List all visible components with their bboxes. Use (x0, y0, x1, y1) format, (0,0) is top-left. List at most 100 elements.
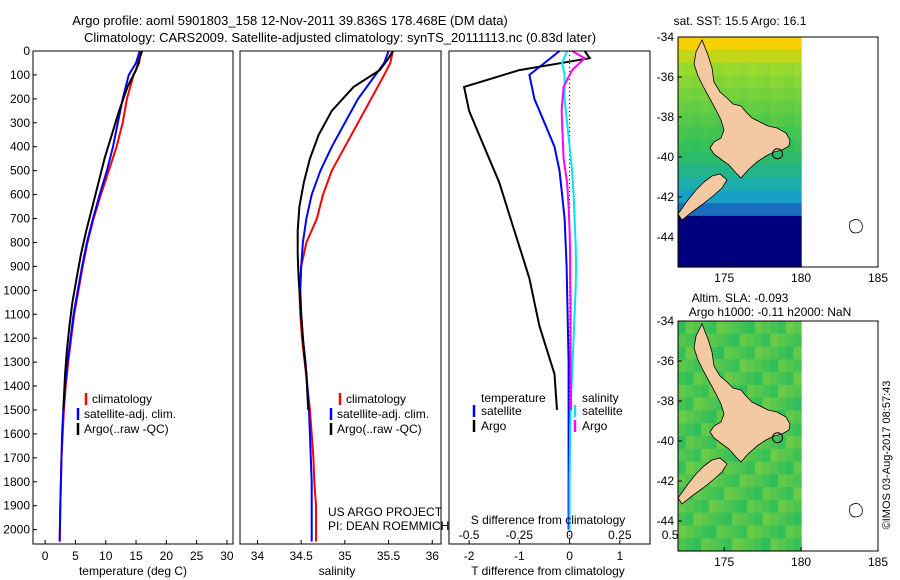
y-tick-label: 800 (10, 235, 30, 249)
map-data-cell (731, 346, 741, 360)
x-tick-label: 20 (160, 549, 174, 563)
map-data-cell (693, 241, 702, 255)
map-data-cell (754, 177, 764, 191)
map-data-cell (754, 190, 764, 204)
map-data-cell (693, 372, 702, 386)
map-data-cell (770, 384, 779, 399)
map-data-cell (747, 321, 756, 335)
map-data-cell (770, 538, 779, 552)
map-data-cell (716, 203, 725, 217)
map-data-cell (770, 203, 779, 217)
map-data-cell (708, 512, 718, 527)
map-data-cell (678, 215, 687, 230)
map-data-cell (731, 333, 741, 348)
map-data-cell (793, 100, 802, 115)
map-data-cell (716, 75, 725, 89)
map-data-cell (754, 37, 764, 51)
new-zealand-coast (677, 323, 791, 505)
map-data-cell (685, 474, 694, 488)
map-data-cell (747, 512, 756, 527)
map-data-cell (708, 448, 718, 463)
map-data-cell (685, 448, 694, 463)
map-data-cell (716, 126, 725, 140)
map-data-cell (701, 152, 710, 166)
map-data-cell (785, 410, 794, 424)
map-data-cell (731, 359, 741, 373)
sla-map-title-line1: Altim. SLA: -0.093 (692, 291, 789, 305)
map-data-cell (739, 215, 748, 230)
map-data-cell (770, 499, 779, 514)
map-data-cell (724, 538, 733, 552)
map-data-cell (731, 37, 741, 51)
map-data-cell (739, 100, 748, 115)
map-data-cell (716, 37, 725, 51)
sla-land-mass (677, 323, 863, 518)
map-data-cell (678, 359, 687, 373)
map-data-cell (708, 346, 718, 360)
map-data-cell (708, 215, 718, 230)
map-data-cell (754, 372, 764, 386)
map-data-cell (762, 113, 771, 128)
map-data-cell (778, 346, 787, 360)
map-data-cell (754, 538, 764, 552)
map-data-cell (678, 384, 687, 399)
map-data-cell (762, 100, 771, 115)
map-data-cell (731, 228, 741, 243)
map-data-cell (793, 164, 802, 179)
map-data-cell (724, 461, 733, 475)
map-data-cell (685, 190, 694, 204)
map-data-cell (678, 410, 687, 424)
map-data-cell (678, 474, 687, 488)
map-data-cell (754, 461, 764, 475)
y-tick-label: 1500 (3, 403, 30, 417)
map-data-cell (693, 100, 702, 115)
map-data-cell (770, 512, 779, 527)
map-data-cell (685, 100, 694, 115)
map-data-cell (754, 62, 764, 76)
temperature-panel: 0 5 10 15 20 25 30 0 100 200 300 400 500 600 700 800 90… (3, 44, 234, 578)
map-data-cell (708, 49, 718, 64)
x-tick-label: 0 (42, 549, 49, 563)
x-tick-label: 25 (190, 549, 204, 563)
map-data-cell (708, 113, 718, 128)
map-data-cell (778, 37, 787, 51)
map-data-cell (747, 164, 756, 179)
series-s-argo (560, 50, 587, 411)
map-x-tick-label: 180 (791, 271, 811, 285)
map-data-cell (739, 474, 748, 488)
map-data-cell (724, 228, 733, 243)
map-data-cell (731, 499, 741, 514)
map-data-cell (778, 436, 787, 450)
map-data-cell (724, 190, 733, 204)
map-data-cell (685, 75, 694, 89)
map-data-cell (785, 499, 794, 514)
pi-credit: PI: DEAN ROEMMICH (328, 519, 449, 533)
map-data-cell (678, 228, 687, 243)
y-tick-label: 0 (23, 44, 30, 58)
salinity-x-label: salinity (319, 564, 356, 578)
map-data-cell (793, 49, 802, 64)
map-data-cell (747, 359, 756, 373)
map-data-cell (762, 448, 771, 463)
x-tick-label: 36 (426, 549, 440, 563)
sst-map-title: sat. SST: 15.5 Argo: 16.1 (674, 14, 807, 28)
x-tick-label: -1 (514, 549, 525, 563)
map-data-cell (708, 321, 718, 335)
map-data-cell (685, 88, 694, 102)
map-data-cell (778, 177, 787, 191)
map-data-cell (701, 113, 710, 128)
map-data-cell (685, 499, 694, 514)
map-data-cell (778, 152, 787, 166)
map-y-tick-label: -40 (657, 434, 675, 448)
map-data-cell (724, 512, 733, 527)
y-tick-label: 900 (10, 259, 30, 273)
map-data-cell (793, 384, 802, 399)
map-data-cell (785, 423, 794, 437)
y-tick-label: 1100 (4, 307, 30, 321)
map-data-cell (685, 254, 694, 268)
x-tick-label: 35 (338, 549, 352, 563)
map-data-cell (724, 177, 733, 191)
map-data-cell (770, 397, 779, 412)
map-data-cell (716, 228, 725, 243)
